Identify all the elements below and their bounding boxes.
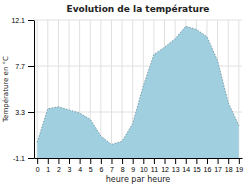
- y-tick-label: 3.3: [15, 109, 25, 116]
- x-tick-label: 2: [57, 166, 61, 173]
- x-tick-mark: [101, 158, 102, 164]
- x-tick-label: 10: [140, 166, 148, 173]
- x-tick-label: 19: [235, 166, 243, 173]
- x-axis-title: heure par heure: [106, 175, 171, 184]
- grid-line: [37, 20, 38, 158]
- y-tick-mark: [28, 20, 34, 21]
- marks: [37, 26, 239, 158]
- x-tick-label: 16: [204, 166, 212, 173]
- x-tick-label: 3: [68, 166, 72, 173]
- y-axis-line: [34, 21, 35, 159]
- grid: [34, 20, 242, 158]
- y-tick-label: 12.1: [11, 17, 25, 24]
- x-tick-label: 1: [46, 166, 50, 173]
- y-tick: 12.1: [11, 17, 34, 24]
- x-tick-label: 6: [99, 166, 103, 173]
- x-tick-label: 14: [182, 166, 190, 173]
- x-tick-label: 17: [214, 166, 222, 173]
- grid-line: [122, 20, 123, 158]
- x-tick: 16: [204, 158, 212, 173]
- x-tick: 13: [172, 158, 180, 173]
- x-tick-mark: [239, 158, 240, 164]
- x-tick: 15: [193, 158, 201, 173]
- x-tick-label: 11: [151, 166, 158, 173]
- x-tick: 19: [235, 158, 243, 173]
- x-tick: 5: [89, 158, 93, 173]
- x-tick-label: 15: [193, 166, 201, 173]
- x-tick-mark: [218, 158, 219, 164]
- chart: 012345678910111213141516171819-1.13.37.7…: [0, 0, 250, 188]
- x-tick: 1: [46, 158, 50, 173]
- grid-line: [34, 20, 242, 21]
- grid-line: [111, 20, 112, 158]
- y-axis-title: Température en °C: [2, 56, 10, 123]
- x-tick-label: 9: [131, 166, 135, 173]
- x-tick-mark: [37, 158, 38, 164]
- x-tick-mark: [165, 158, 166, 164]
- x-axis: 012345678910111213141516171819: [35, 158, 244, 173]
- x-tick-label: 0: [36, 166, 40, 173]
- x-tick: 10: [140, 158, 148, 173]
- x-tick: 6: [99, 158, 103, 173]
- x-tick-label: 4: [78, 166, 82, 173]
- area: [37, 26, 239, 158]
- x-tick: 14: [182, 158, 190, 173]
- x-tick-label: 18: [225, 166, 233, 173]
- x-tick: 4: [78, 158, 82, 173]
- y-axis: -1.1 3.3 7.7 12.1: [11, 17, 34, 162]
- line: [37, 26, 239, 144]
- x-tick: 9: [131, 158, 135, 173]
- x-axis-line: [35, 158, 243, 159]
- x-tick-label: 8: [121, 166, 125, 173]
- x-tick-mark: [90, 158, 91, 164]
- x-tick-label: 13: [172, 166, 180, 173]
- x-tick-mark: [80, 158, 81, 164]
- y-tick-mark: [28, 66, 34, 67]
- x-tick-mark: [58, 158, 59, 164]
- x-tick-label: 12: [161, 166, 169, 173]
- y-tick: -1.1: [13, 155, 34, 162]
- x-tick-mark: [122, 158, 123, 164]
- x-tick: 3: [68, 158, 72, 173]
- x-tick-mark: [111, 158, 112, 164]
- y-tick: 3.3: [15, 109, 34, 116]
- y-tick-label: 7.7: [15, 63, 25, 70]
- x-tick-mark: [175, 158, 176, 164]
- x-tick: 12: [161, 158, 169, 173]
- x-tick: 11: [151, 158, 158, 173]
- x-tick-mark: [69, 158, 70, 164]
- y-tick-label: -1.1: [13, 155, 25, 162]
- x-tick-mark: [133, 158, 134, 164]
- x-tick-mark: [48, 158, 49, 164]
- x-tick-mark: [186, 158, 187, 164]
- x-tick-mark: [228, 158, 229, 164]
- x-tick-mark: [154, 158, 155, 164]
- x-tick: 17: [214, 158, 222, 173]
- x-tick-mark: [207, 158, 208, 164]
- x-tick: 0: [36, 158, 40, 173]
- x-tick-mark: [143, 158, 144, 164]
- x-tick-label: 5: [89, 166, 93, 173]
- x-tick-label: 7: [110, 166, 114, 173]
- y-tick-mark: [28, 158, 34, 159]
- title: Evolution de la température: [67, 4, 210, 14]
- plot: 012345678910111213141516171819-1.13.37.7…: [11, 17, 243, 173]
- x-tick: 8: [121, 158, 125, 173]
- x-tick-mark: [196, 158, 197, 164]
- y-tick-mark: [28, 112, 34, 113]
- x-tick: 7: [110, 158, 114, 173]
- y-tick: 7.7: [15, 63, 34, 70]
- x-tick: 2: [57, 158, 61, 173]
- x-tick: 18: [225, 158, 233, 173]
